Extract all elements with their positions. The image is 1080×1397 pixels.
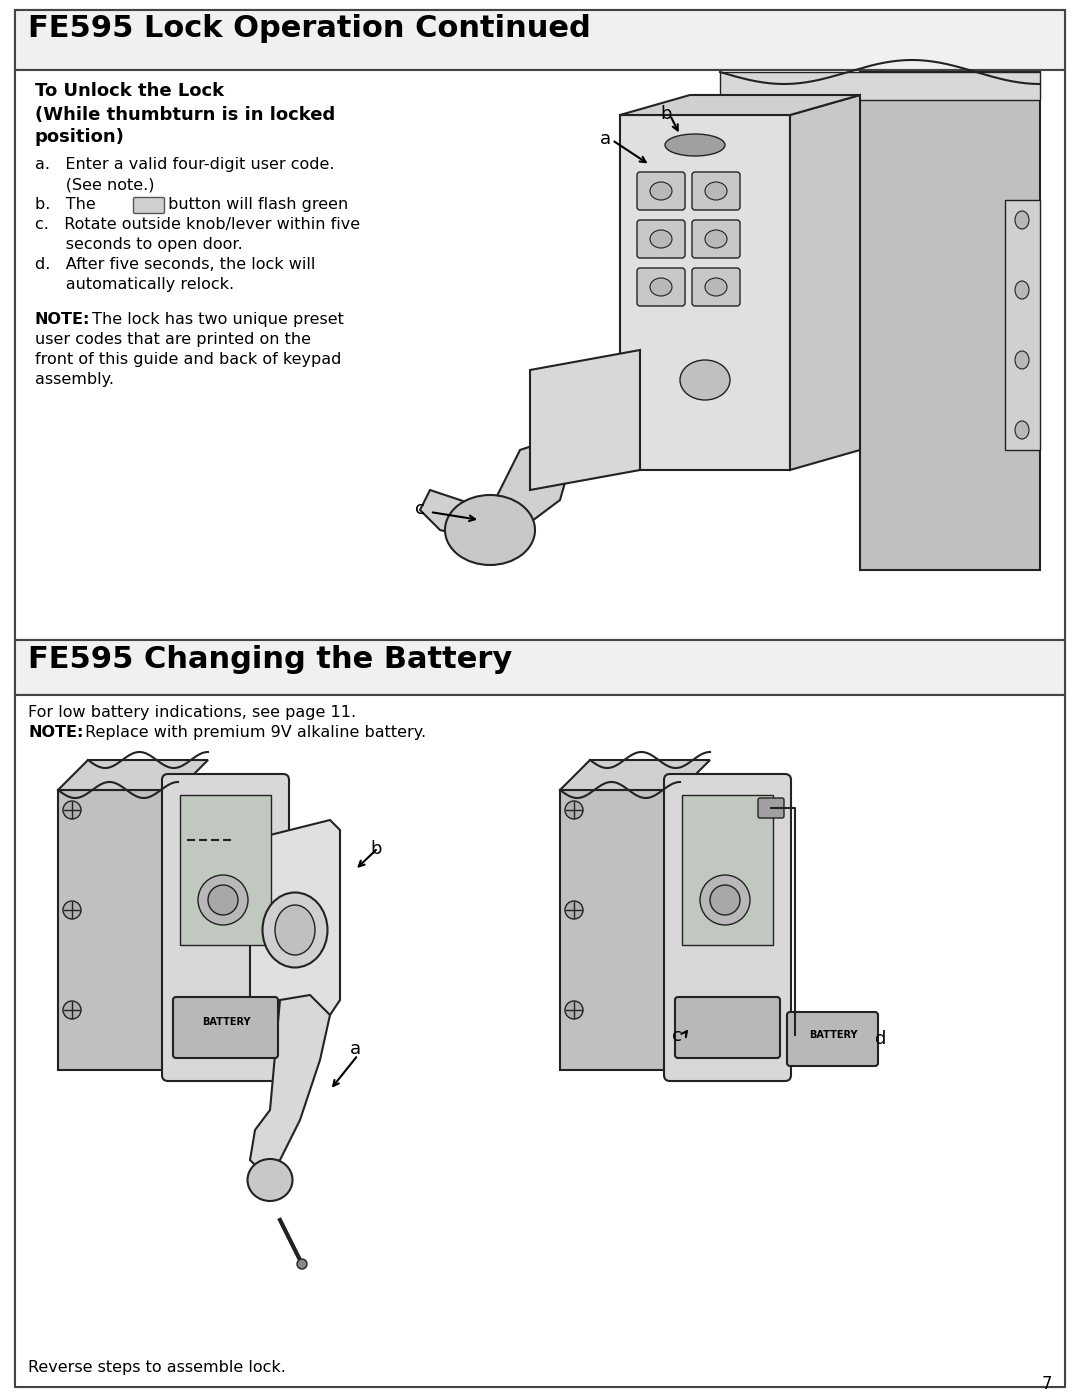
Polygon shape [58, 760, 208, 789]
Polygon shape [530, 351, 640, 490]
Ellipse shape [445, 495, 535, 564]
Text: a: a [350, 1039, 361, 1058]
Ellipse shape [705, 182, 727, 200]
Polygon shape [561, 789, 680, 1070]
Text: The lock has two unique preset: The lock has two unique preset [87, 312, 343, 327]
Polygon shape [789, 95, 860, 469]
FancyBboxPatch shape [787, 1011, 878, 1066]
Text: a: a [600, 130, 611, 148]
Text: 7: 7 [1041, 1375, 1052, 1393]
Bar [180, 795, 271, 944]
Ellipse shape [247, 1160, 293, 1201]
Ellipse shape [705, 231, 727, 249]
Text: b: b [660, 105, 672, 123]
Ellipse shape [650, 182, 672, 200]
FancyBboxPatch shape [134, 197, 164, 214]
Text: button will flash green: button will flash green [163, 197, 348, 212]
Ellipse shape [275, 905, 315, 956]
Polygon shape [860, 73, 1040, 570]
Text: b.   The: b. The [35, 197, 100, 212]
Text: d: d [875, 1030, 887, 1048]
Ellipse shape [262, 893, 327, 968]
Text: assembly.: assembly. [35, 372, 114, 387]
Polygon shape [420, 430, 580, 541]
Text: FE595 Changing the Battery: FE595 Changing the Battery [28, 645, 512, 673]
Text: automatically relock.: automatically relock. [35, 277, 234, 292]
Text: user codes that are printed on the: user codes that are printed on the [35, 332, 311, 346]
Text: To Unlock the Lock: To Unlock the Lock [35, 82, 225, 101]
Text: BATTERY: BATTERY [809, 1030, 858, 1039]
Ellipse shape [650, 231, 672, 249]
FancyBboxPatch shape [637, 172, 685, 210]
Ellipse shape [1015, 420, 1029, 439]
Text: (See note.): (See note.) [35, 177, 154, 191]
Bar [15, 70, 1065, 640]
Ellipse shape [680, 360, 730, 400]
Ellipse shape [650, 278, 672, 296]
Text: Replace with premium 9V alkaline battery.: Replace with premium 9V alkaline battery… [80, 725, 427, 740]
Ellipse shape [565, 1002, 583, 1018]
Text: b: b [370, 840, 381, 858]
Ellipse shape [1015, 211, 1029, 229]
FancyBboxPatch shape [692, 219, 740, 258]
Ellipse shape [705, 278, 727, 296]
Ellipse shape [665, 134, 725, 156]
Bar [15, 694, 1065, 1387]
Text: seconds to open door.: seconds to open door. [35, 237, 243, 251]
Polygon shape [249, 995, 330, 1171]
Polygon shape [620, 115, 789, 469]
Ellipse shape [565, 901, 583, 919]
FancyBboxPatch shape [692, 268, 740, 306]
Polygon shape [249, 820, 340, 1039]
Text: c.   Rotate outside knob/lever within five: c. Rotate outside knob/lever within five [35, 217, 360, 232]
Ellipse shape [63, 800, 81, 819]
Polygon shape [1005, 200, 1040, 450]
Ellipse shape [63, 901, 81, 919]
Text: position): position) [35, 129, 125, 147]
Text: a.   Enter a valid four-digit user code.: a. Enter a valid four-digit user code. [35, 156, 335, 172]
FancyBboxPatch shape [675, 997, 780, 1058]
Text: NOTE:: NOTE: [28, 725, 83, 740]
Bar [15, 10, 1065, 70]
Text: FE595 Lock Operation Continued: FE595 Lock Operation Continued [28, 14, 591, 43]
Ellipse shape [1015, 281, 1029, 299]
FancyBboxPatch shape [173, 997, 278, 1058]
Text: front of this guide and back of keypad: front of this guide and back of keypad [35, 352, 341, 367]
Text: c: c [672, 1027, 681, 1045]
Bar [15, 640, 1065, 694]
Bar [681, 795, 773, 944]
FancyBboxPatch shape [758, 798, 784, 819]
Text: d.   After five seconds, the lock will: d. After five seconds, the lock will [35, 257, 315, 272]
FancyBboxPatch shape [162, 774, 289, 1081]
FancyBboxPatch shape [664, 774, 791, 1081]
Ellipse shape [710, 886, 740, 915]
Ellipse shape [63, 1002, 81, 1018]
Text: BATTERY: BATTERY [202, 1017, 251, 1027]
Ellipse shape [198, 875, 248, 925]
Polygon shape [720, 73, 1040, 101]
Ellipse shape [1015, 351, 1029, 369]
Text: c: c [415, 500, 424, 518]
FancyBboxPatch shape [692, 172, 740, 210]
FancyBboxPatch shape [637, 268, 685, 306]
Ellipse shape [700, 875, 750, 925]
Ellipse shape [208, 886, 238, 915]
Ellipse shape [565, 800, 583, 819]
Ellipse shape [297, 1259, 307, 1268]
Text: For low battery indications, see page 11.: For low battery indications, see page 11… [28, 705, 356, 719]
Polygon shape [620, 95, 860, 115]
Text: (While thumbturn is in locked: (While thumbturn is in locked [35, 106, 335, 124]
FancyBboxPatch shape [637, 219, 685, 258]
Polygon shape [58, 789, 178, 1070]
Polygon shape [561, 760, 710, 789]
Text: Reverse steps to assemble lock.: Reverse steps to assemble lock. [28, 1361, 286, 1375]
Text: NOTE:: NOTE: [35, 312, 91, 327]
